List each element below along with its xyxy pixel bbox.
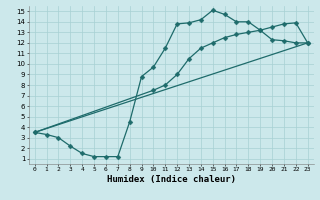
- X-axis label: Humidex (Indice chaleur): Humidex (Indice chaleur): [107, 175, 236, 184]
